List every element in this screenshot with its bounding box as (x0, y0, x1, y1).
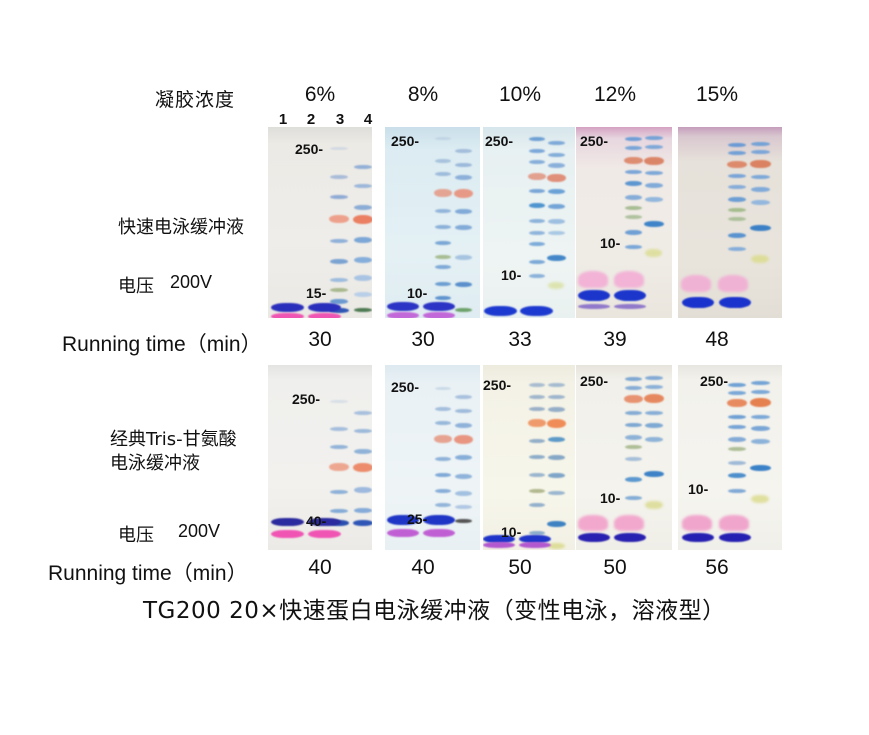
gel-classic-8: 250- 25- (385, 365, 480, 550)
gel-classic-6: 250- 40- (268, 365, 372, 550)
classic-voltage-label: 电压 (118, 525, 154, 546)
gel-fast-12: 250- 10- (576, 127, 672, 318)
marker-label-10: 10- (600, 490, 621, 506)
fast-running-time-10: 33 (508, 328, 532, 351)
gel-percent-8: 8% (407, 83, 439, 106)
figure-caption: TG200 20×快速蛋白电泳缓冲液（变性电泳，溶液型） (143, 598, 726, 624)
marker-label-250: 250- (483, 377, 512, 393)
gel-fast-10: 250- 10- (483, 127, 575, 318)
gel-fast-8: 250- 10- (385, 127, 480, 318)
classic-voltage-value: 200V (178, 521, 221, 541)
classic-running-time-12: 50 (603, 556, 627, 579)
marker-label-40: 40- (306, 513, 327, 529)
fast-voltage-value: 200V (170, 272, 213, 292)
marker-label-10: 10- (407, 285, 428, 301)
classic-running-time-label: Running time（min） (48, 562, 248, 585)
fast-running-time-6: 30 (308, 328, 332, 351)
gel-percent-12: 12% (593, 83, 637, 106)
marker-label-250: 250- (292, 391, 321, 407)
marker-label-10: 10- (688, 481, 709, 497)
fast-running-time-15: 48 (705, 328, 729, 351)
classic-running-time-10: 50 (508, 556, 532, 579)
fast-voltage-label: 电压 (118, 276, 154, 297)
gel-classic-12: 250- 10- (576, 365, 672, 550)
classic-running-time-6: 40 (308, 556, 332, 579)
gel-classic-10: 250- 10- (483, 365, 575, 550)
marker-label-250: 250- (391, 133, 420, 149)
classic-running-time-15: 56 (705, 556, 729, 579)
marker-label-250: 250- (391, 379, 420, 395)
marker-label-250: 250- (485, 133, 514, 149)
marker-label-250: 250- (580, 133, 609, 149)
fast-running-time-12: 39 (603, 328, 627, 351)
classic-buffer-label-line1: 经典Tris-甘氨酸 (110, 429, 237, 450)
fast-buffer-label: 快速电泳缓冲液 (118, 217, 244, 238)
gel-concentration-label: 凝胶浓度 (155, 89, 236, 111)
marker-label-10: 10- (501, 267, 522, 283)
fast-running-time-label: Running time（min） (62, 333, 262, 356)
gel-percent-15: 15% (695, 83, 739, 106)
marker-label-250: 250- (295, 141, 324, 157)
lane-number-1: 1 (278, 111, 288, 128)
lane-number-2: 2 (306, 111, 316, 128)
marker-label-10: 10- (501, 524, 522, 540)
gel-classic-15: 250- 10- (678, 365, 782, 550)
marker-label-250: 250- (700, 373, 729, 389)
marker-label-10: 10- (600, 235, 621, 251)
marker-label-25: 25- (407, 511, 428, 527)
fast-running-time-8: 30 (411, 328, 435, 351)
classic-running-time-8: 40 (411, 556, 435, 579)
classic-buffer-label-line2: 电泳缓冲液 (110, 453, 200, 474)
lane-number-4: 4 (363, 111, 373, 128)
marker-label-15: 15- (306, 285, 327, 301)
gel-background (385, 127, 480, 318)
gel-fast-15 (678, 127, 782, 318)
gel-fast-6: 250- 15- (268, 127, 372, 318)
gel-percent-6: 6% (304, 83, 336, 106)
marker-label-250: 250- (580, 373, 609, 389)
gel-percent-10: 10% (498, 83, 542, 106)
lane-number-3: 3 (335, 111, 345, 128)
